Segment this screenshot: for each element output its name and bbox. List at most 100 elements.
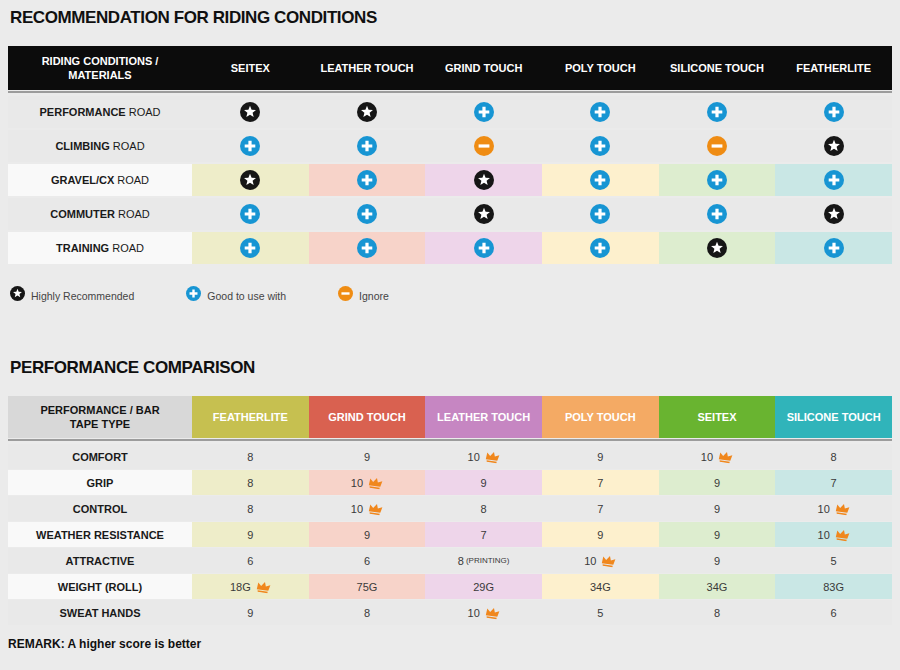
legend-label: Good to use with [207, 290, 286, 302]
plus-icon [590, 136, 610, 156]
column-header-poly-touch: POLY TOUCH [542, 46, 659, 90]
recommendation-cell [659, 164, 776, 196]
score-value: 10 [701, 451, 713, 463]
score-cell: 9 [659, 522, 776, 547]
score-value: 9 [247, 529, 253, 541]
table-row: TRAININGROAD [8, 232, 892, 264]
score-value: 8 [831, 451, 837, 463]
score-value: 9 [714, 529, 720, 541]
score-value: 9 [714, 503, 720, 515]
score-cell: 8 [192, 470, 309, 495]
row-label: WEIGHT (ROLL) [8, 574, 192, 599]
score-cell: 10 [775, 522, 892, 547]
score-cell: 10 [775, 496, 892, 521]
star-icon [240, 170, 260, 190]
star-icon [357, 102, 377, 122]
plus-icon [590, 102, 610, 122]
score-value: 8 [458, 555, 464, 567]
plus-icon [357, 238, 377, 258]
score-cell: 10 [425, 600, 542, 625]
column-header-leather-touch: LEATHER TOUCH [309, 46, 426, 90]
plus-icon [824, 102, 844, 122]
star-icon [240, 102, 260, 122]
score-cell: 9 [425, 470, 542, 495]
column-header-seitex: SEITEX [659, 396, 776, 438]
recommendation-cell [542, 130, 659, 162]
score-value: 9 [247, 607, 253, 619]
score-value: 8 [481, 503, 487, 515]
score-suffix: (PRINTING) [466, 556, 510, 565]
score-cell: 9 [309, 522, 426, 547]
crown-icon [367, 502, 384, 516]
table-row: GRIP8109797 [8, 470, 892, 495]
recommendation-cell [192, 232, 309, 264]
score-cell: 83G [775, 574, 892, 599]
plus-icon [824, 238, 844, 258]
score-value: 5 [831, 555, 837, 567]
row-label: PERFORMANCEROAD [8, 96, 192, 128]
column-header-leather-touch: LEATHER TOUCH [425, 396, 542, 438]
recommendation-cell [425, 164, 542, 196]
recommendation-cell [309, 164, 426, 196]
score-cell: 75G [309, 574, 426, 599]
table-row: GRAVEL/CXROAD [8, 164, 892, 196]
column-header-grind-touch: GRIND TOUCH [425, 46, 542, 90]
score-value: 9 [364, 529, 370, 541]
legend-label: Highly Recommended [31, 290, 134, 302]
score-value: 6 [247, 555, 253, 567]
plus-icon [707, 102, 727, 122]
column-header-silicone-touch: SILICONE TOUCH [775, 396, 892, 438]
score-cell: 7 [775, 470, 892, 495]
recommendation-cell [309, 96, 426, 128]
score-value: 6 [831, 607, 837, 619]
score-cell: 9 [192, 600, 309, 625]
score-cell: 34G [542, 574, 659, 599]
column-header-seitex: SEITEX [192, 46, 309, 90]
crown-icon [834, 528, 851, 542]
score-cell: 7 [542, 470, 659, 495]
star-icon [474, 204, 494, 224]
score-value: 7 [481, 529, 487, 541]
recommendation-cell [192, 198, 309, 230]
table-row: WEATHER RESISTANCE9979910 [8, 522, 892, 547]
score-cell: 29G [425, 574, 542, 599]
score-cell: 10 [309, 470, 426, 495]
section2-title: PERFORMANCE COMPARISON [10, 358, 255, 378]
score-cell: 5 [542, 600, 659, 625]
recommendation-cell [775, 96, 892, 128]
legend-item: Good to use with [186, 286, 286, 305]
score-cell: 10 [309, 496, 426, 521]
score-cell: 6 [775, 600, 892, 625]
recommendation-cell [425, 96, 542, 128]
column-header-featherlite: FEATHERLITE [192, 396, 309, 438]
recommendation-cell [775, 198, 892, 230]
score-value: 10 [351, 503, 363, 515]
riding-conditions-header-row: RIDING CONDITIONS / MATERIALSSEITEXLEATH… [8, 46, 892, 90]
legend-item: Highly Recommended [10, 286, 134, 305]
performance-corner-header: PERFORMANCE / BAR TAPE TYPE [8, 396, 192, 438]
table-row: WEIGHT (ROLL)18G75G29G34G34G83G [8, 574, 892, 599]
table-row: CONTROL81087910 [8, 496, 892, 521]
score-value: 75G [357, 581, 378, 593]
minus-icon [338, 286, 353, 305]
minus-icon [707, 136, 727, 156]
riding-conditions-body: PERFORMANCEROADCLIMBINGROADGRAVEL/CXROAD… [8, 96, 892, 264]
score-value: 8 [364, 607, 370, 619]
row-label-rest: ROAD [112, 242, 144, 254]
score-value: 8 [247, 451, 253, 463]
score-cell: 7 [542, 496, 659, 521]
score-cell: 8 [775, 444, 892, 469]
plus-icon [590, 170, 610, 190]
score-value: 7 [597, 477, 603, 489]
column-header-grind-touch: GRIND TOUCH [309, 396, 426, 438]
score-value: 8 [247, 503, 253, 515]
score-value: 10 [818, 529, 830, 541]
column-header-poly-touch: POLY TOUCH [542, 396, 659, 438]
crown-icon [255, 580, 272, 594]
row-label-rest: ROAD [118, 208, 150, 220]
table-row: CLIMBINGROAD [8, 130, 892, 162]
star-icon [10, 286, 25, 305]
row-label-bold: GRAVEL/CX [51, 174, 114, 186]
recommendation-cell [425, 232, 542, 264]
score-value: 9 [714, 477, 720, 489]
